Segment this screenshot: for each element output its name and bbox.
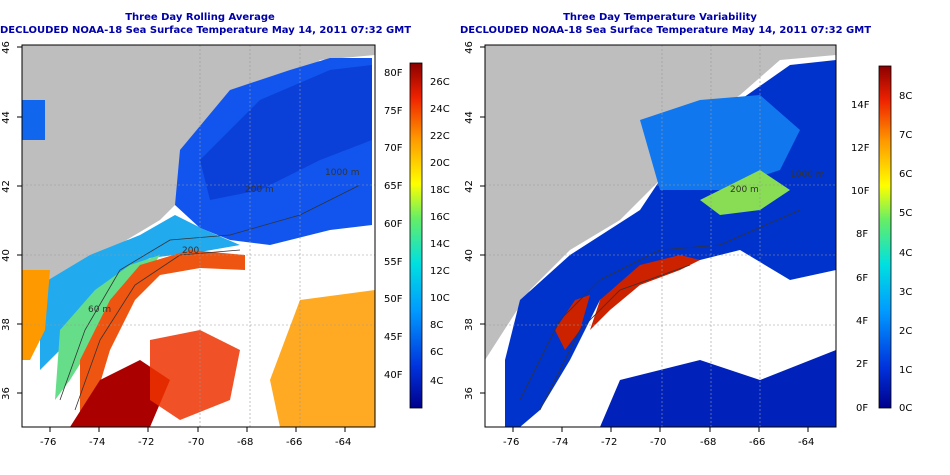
panel2-yticks xyxy=(480,46,485,394)
p1-cbar-f: 80F xyxy=(384,68,403,79)
warm-core-south xyxy=(70,360,170,427)
p1-ytick: 36 xyxy=(0,387,12,400)
warm-patch-west xyxy=(22,270,50,360)
p2-ytick: 38 xyxy=(463,318,475,331)
p2-cbar-f: 2F xyxy=(856,359,869,370)
p2-xtick: -76 xyxy=(503,437,520,448)
p2-cbar-c: 2C xyxy=(899,326,913,337)
p2-cbar-c: 8C xyxy=(899,91,913,102)
p2-ytick: 44 xyxy=(463,111,475,124)
panel1-xticks xyxy=(49,427,346,432)
p2-cbar-f: 12F xyxy=(851,143,870,154)
p1-xtick: -76 xyxy=(40,437,57,448)
p1-cbar-c: 20C xyxy=(430,158,450,169)
p1-ytick: 40 xyxy=(0,249,12,262)
p1-cbar-f: 70F xyxy=(384,143,403,154)
p1-cbar-f: 50F xyxy=(384,294,403,305)
p2-cbar-c: 7C xyxy=(899,130,913,141)
panel2-xticks xyxy=(512,427,809,432)
p1-cbar-c: 6C xyxy=(430,347,444,358)
p1-cbar-f: 65F xyxy=(384,181,403,192)
contour-200m-2 xyxy=(519,209,801,401)
p1-ytick: 42 xyxy=(0,180,12,193)
variability-high-band xyxy=(590,255,700,330)
p2-cbar-f: 0F xyxy=(856,403,869,414)
p1-cbar-f: 60F xyxy=(384,219,403,230)
panel2-colorbar xyxy=(878,65,892,409)
p1-contour-label: 200 xyxy=(182,246,200,256)
p1-cbar-f: 45F xyxy=(384,332,403,343)
p1-contour-label: 60 m xyxy=(88,305,112,315)
variability-green-patch xyxy=(700,170,790,215)
p2-cbar-c: 4C xyxy=(899,248,913,259)
p2-xtick: -74 xyxy=(552,437,569,448)
p1-cbar-f: 55F xyxy=(384,257,403,268)
variability-high-patch xyxy=(555,295,590,350)
p2-ytick: 40 xyxy=(463,249,475,262)
p2-contour-label: 1000 m xyxy=(790,170,825,180)
p1-cbar-c: 24C xyxy=(430,104,450,115)
p1-cbar-f: 40F xyxy=(384,370,403,381)
p1-cbar-c: 12C xyxy=(430,266,450,277)
p2-cbar-f: 6F xyxy=(856,273,869,284)
p1-xtick: -64 xyxy=(335,437,352,448)
p1-ytick: 44 xyxy=(0,111,12,124)
p2-cbar-f: 8F xyxy=(856,229,869,240)
p1-xtick: -70 xyxy=(188,437,205,448)
p2-xtick: -72 xyxy=(601,437,618,448)
p2-xtick: -66 xyxy=(749,437,766,448)
p1-cbar-c: 16C xyxy=(430,212,450,223)
panel1-map xyxy=(22,45,375,427)
panel2-title: Three Day Temperature Variability xyxy=(563,12,757,23)
p1-cbar-c: 14C xyxy=(430,239,450,250)
shelf-water xyxy=(40,215,240,370)
p1-cbar-c: 22C xyxy=(430,131,450,142)
p2-ytick: 42 xyxy=(463,180,475,193)
p1-contour-label: 200 m xyxy=(245,185,274,195)
panel1-colorbar xyxy=(409,62,423,409)
p2-cbar-c: 5C xyxy=(899,208,913,219)
p2-ytick: 36 xyxy=(463,387,475,400)
p1-xtick: -72 xyxy=(138,437,155,448)
p2-cbar-f: 14F xyxy=(851,100,870,111)
p1-cbar-c: 26C xyxy=(430,77,450,88)
p1-cbar-f: 75F xyxy=(384,106,403,117)
grid-lines-2 xyxy=(485,45,836,427)
p1-cbar-c: 4C xyxy=(430,376,444,387)
p2-cbar-f: 4F xyxy=(856,316,869,327)
lake-patch xyxy=(22,100,45,140)
p2-contour-label: 200 m xyxy=(730,185,759,195)
warm-patch-east xyxy=(270,290,375,427)
p1-xtick: -68 xyxy=(237,437,254,448)
p1-xtick: -66 xyxy=(286,437,303,448)
p1-cbar-c: 18C xyxy=(430,185,450,196)
p1-contour-label: 1000 m xyxy=(325,168,360,178)
p2-cbar-c: 3C xyxy=(899,287,913,298)
panel1-yticks xyxy=(17,46,22,394)
p2-xtick: -64 xyxy=(798,437,815,448)
p2-ytick: 46 xyxy=(463,41,475,54)
p2-xtick: -68 xyxy=(700,437,717,448)
gulf-stream-warm xyxy=(80,250,245,427)
panel1-subtitle: DECLOUDED NOAA-18 Sea Surface Temperatur… xyxy=(0,25,412,36)
grid-lines xyxy=(22,45,375,427)
p1-xtick: -74 xyxy=(89,437,106,448)
p1-ytick: 46 xyxy=(0,41,12,54)
p2-cbar-f: 10F xyxy=(851,186,870,197)
p2-cbar-c: 6C xyxy=(899,169,913,180)
gulf-deep-cold xyxy=(200,65,372,200)
warm-patch-south xyxy=(150,330,240,420)
panel1-title: Three Day Rolling Average xyxy=(125,12,275,23)
p2-cbar-c: 0C xyxy=(899,403,913,414)
p1-cbar-c: 8C xyxy=(430,320,444,331)
panel2-map xyxy=(485,45,836,427)
contour-1000m-2 xyxy=(539,264,691,411)
p1-cbar-c: 10C xyxy=(430,293,450,304)
p2-xtick: -70 xyxy=(650,437,667,448)
p2-cbar-c: 1C xyxy=(899,365,913,376)
panel2-subtitle: DECLOUDED NOAA-18 Sea Surface Temperatur… xyxy=(460,25,872,36)
p1-ytick: 38 xyxy=(0,318,12,331)
variability-south xyxy=(600,350,836,427)
